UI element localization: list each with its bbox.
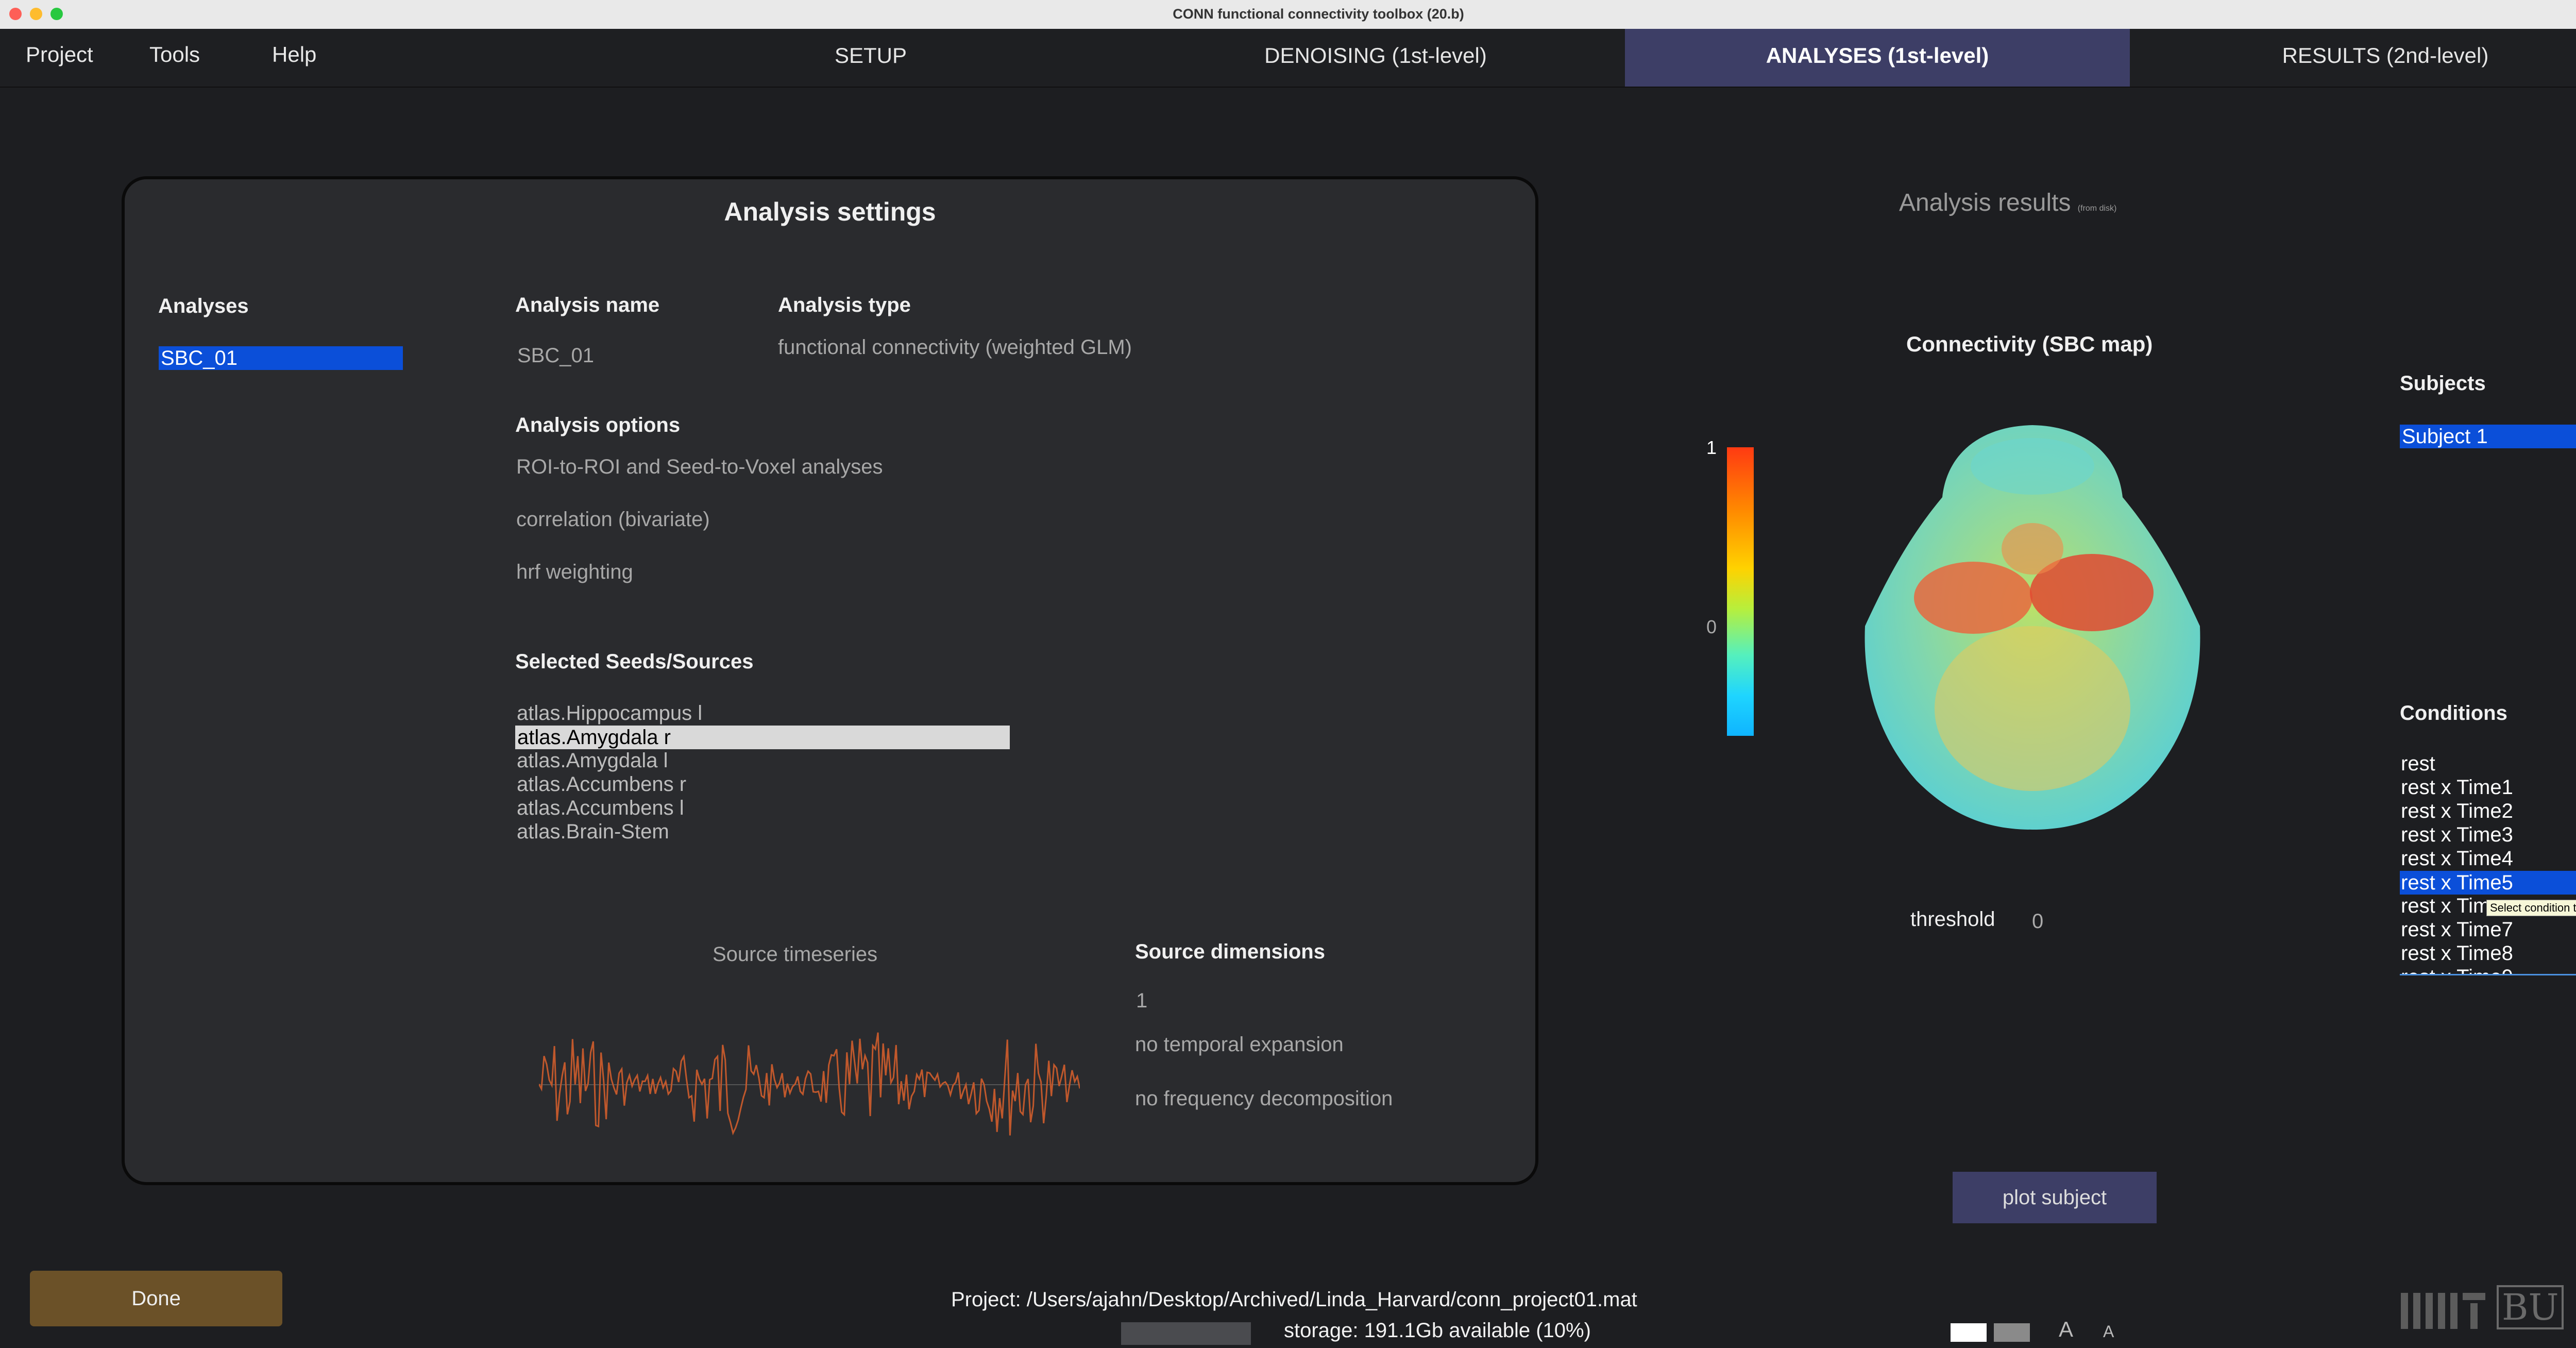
source-dimensions-field[interactable]: 1 [1136, 989, 1148, 1012]
analysis-settings-panel [122, 176, 1538, 1185]
analysis-option-roi-seed[interactable]: ROI-to-ROI and Seed-to-Voxel analyses [516, 456, 883, 478]
analysis-type-dropdown[interactable]: functional connectivity (weighted GLM) [778, 336, 1132, 359]
bu-logo: BU [2497, 1285, 2564, 1329]
analysis-option-hrf[interactable]: hrf weighting [516, 561, 633, 583]
condition-item[interactable]: rest x Time1 [2401, 776, 2513, 799]
seed-item[interactable]: atlas.Hippocampus l [517, 702, 703, 724]
activation-blob-right [2030, 554, 2154, 631]
subject-list-item-selected[interactable]: Subject 1 [2400, 425, 2576, 448]
analysis-type-label: Analysis type [778, 294, 911, 316]
conditions-list[interactable]: rest rest x Time1 rest x Time2 rest x Ti… [2400, 752, 2576, 975]
tab-analyses[interactable]: ANALYSES (1st-level) [1625, 29, 2130, 87]
tab-setup[interactable]: SETUP [834, 43, 907, 68]
seed-item[interactable]: atlas.Accumbens r [517, 773, 687, 796]
selected-seeds-label: Selected Seeds/Sources [515, 650, 754, 673]
done-button[interactable]: Done [30, 1271, 282, 1326]
tab-results[interactable]: RESULTS (2nd-level) [2282, 43, 2489, 68]
analysis-options-label: Analysis options [515, 414, 681, 436]
menu-bar [0, 29, 2576, 88]
mit-logo-icon [2401, 1293, 2485, 1329]
window-title: CONN functional connectivity toolbox (20… [1173, 6, 1464, 22]
minimize-window-icon[interactable] [30, 8, 42, 20]
condition-item-selected[interactable]: rest x Time5 [2400, 871, 2576, 895]
analysis-settings-title: Analysis settings [724, 197, 936, 226]
temporal-expansion-dropdown[interactable]: no temporal expansion [1135, 1033, 1344, 1056]
plot-subject-button[interactable]: plot subject [1953, 1172, 2157, 1223]
seed-item[interactable]: atlas.Brain-Stem [517, 820, 669, 843]
project-path: Project: /Users/ajahn/Desktop/Archived/L… [951, 1288, 1637, 1311]
condition-item[interactable]: rest x Time4 [2401, 847, 2513, 870]
tab-denoising[interactable]: DENOISING (1st-level) [1264, 43, 1487, 68]
progress-bar [1121, 1322, 1251, 1345]
colorbar-mid-label: 0 [1706, 616, 1717, 637]
source-timeseries-label: Source timeseries [713, 943, 878, 966]
analysis-name-field[interactable]: SBC_01 [517, 344, 594, 367]
threshold-input[interactable]: 0 [2032, 910, 2044, 933]
source-dimensions-label: Source dimensions [1135, 940, 1325, 963]
conditions-label: Conditions [2400, 702, 2507, 724]
theme-light-button[interactable] [1951, 1323, 1987, 1342]
condition-item[interactable]: rest x Time2 [2401, 800, 2513, 822]
analysis-results-title-text: Analysis results [1899, 189, 2071, 216]
threshold-label: threshold [1910, 908, 1995, 931]
activation-blob-posterior [1935, 626, 2130, 791]
storage-info: storage: 191.1Gb available (10%) [1284, 1319, 1591, 1342]
font-size-increase-button[interactable]: A [2059, 1317, 2074, 1341]
theme-gray-button[interactable] [1994, 1323, 2030, 1342]
activation-blob-frontal [1971, 438, 2094, 495]
subjects-label: Subjects [2400, 372, 2486, 395]
seed-item[interactable]: atlas.Accumbens l [517, 797, 684, 819]
activation-blob-center [2002, 523, 2063, 575]
timeseries-line [539, 1032, 1080, 1136]
maximize-window-icon[interactable] [50, 8, 63, 20]
colorbar [1727, 447, 1754, 736]
analysis-results-note: (from disk) [2077, 204, 2117, 213]
analyses-label: Analyses [158, 295, 249, 317]
font-size-decrease-button[interactable]: A [2103, 1322, 2114, 1341]
connectivity-map-title: Connectivity (SBC map) [1906, 332, 2153, 356]
condition-item[interactable]: rest x Tim [2401, 895, 2490, 917]
condition-item[interactable]: rest x Time9 [2401, 966, 2513, 974]
activation-blob-left [1914, 562, 2032, 634]
condition-item[interactable]: rest x Time3 [2401, 823, 2513, 846]
condition-item[interactable]: rest [2401, 752, 2435, 775]
analysis-name-label: Analysis name [515, 294, 660, 316]
condition-item[interactable]: rest x Time7 [2401, 918, 2513, 941]
menu-tools[interactable]: Tools [149, 42, 200, 66]
condition-tooltip: Select condition to display [2486, 900, 2576, 916]
brain-sbc-map[interactable] [1860, 420, 2205, 832]
seed-item[interactable]: atlas.Amygdala l [517, 749, 668, 772]
seed-item-selected[interactable]: atlas.Amygdala r [515, 726, 1010, 749]
analysis-list-item-selected[interactable]: SBC_01 [159, 346, 403, 370]
window-title-bar: CONN functional connectivity toolbox (20… [0, 0, 2576, 29]
menu-project[interactable]: Project [26, 42, 93, 66]
colorbar-max-label: 1 [1706, 437, 1717, 458]
menu-help[interactable]: Help [272, 42, 317, 66]
source-timeseries-plot [539, 1032, 1080, 1136]
frequency-decomposition-dropdown[interactable]: no frequency decomposition [1135, 1087, 1393, 1110]
analysis-option-correlation[interactable]: correlation (bivariate) [516, 508, 710, 531]
close-window-icon[interactable] [9, 8, 22, 20]
condition-item[interactable]: rest x Time8 [2401, 942, 2513, 965]
analysis-results-title: Analysis results (from disk) [1899, 189, 2116, 217]
